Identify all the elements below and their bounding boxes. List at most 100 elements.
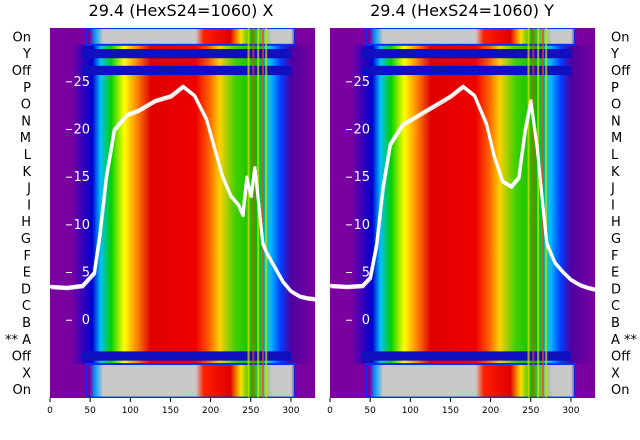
y-tick-label: 25: [353, 75, 370, 90]
heatmap-row: [330, 380, 595, 398]
row-label-right: C: [611, 299, 620, 314]
sat-block-top: [365, 28, 576, 46]
streak: [262, 28, 264, 398]
x-tick-label: 100: [402, 406, 419, 416]
row-label-right: I: [611, 198, 615, 213]
row-label-left: D: [21, 282, 31, 297]
y-tick-label: 10: [353, 218, 370, 233]
heatmap-row: [50, 196, 315, 214]
row-label-left: C: [22, 299, 31, 314]
row-label-left: L: [24, 148, 32, 163]
x-axis-left: 0 50 100 150 200 250 300: [47, 398, 300, 416]
x-tick-label: 300: [282, 406, 299, 416]
y-tick-label: 0: [82, 313, 90, 328]
row-label-right: O: [611, 98, 621, 113]
streak: [527, 28, 530, 398]
row-label-right: L: [611, 148, 619, 163]
heatmap-row: [50, 380, 315, 398]
row-label-right: F: [611, 249, 618, 264]
heatmap-row: [50, 95, 315, 113]
heatmap-panel-y: 0 5 10 15 20 25: [330, 28, 595, 398]
row-label-right: P: [611, 81, 619, 96]
y-tick-label: 20: [73, 122, 90, 137]
row-label-left: I: [27, 198, 31, 213]
row-label-right: Y: [610, 47, 619, 62]
x-tick-label: 150: [442, 406, 459, 416]
heatmap-row: [50, 330, 315, 348]
sat-block-bottom: [85, 363, 296, 398]
y-tick-label: 25: [73, 75, 90, 90]
row-label-right: Off: [611, 350, 631, 365]
panel-title-x: 29.4 (HexS24=1060) X: [89, 1, 274, 20]
row-label-right: H: [611, 215, 621, 230]
row-label-left: F: [24, 249, 31, 264]
y-tick-label: 5: [82, 266, 90, 281]
row-label-left: X: [22, 366, 31, 381]
overlay-line-trace: [51, 87, 315, 302]
x-tick-label: 50: [364, 406, 376, 416]
row-label-right: M: [611, 131, 622, 146]
streak: [532, 28, 535, 398]
row-label-left: ** A: [5, 333, 31, 348]
row-label-right: Off: [611, 64, 631, 79]
x-tick-label: 250: [522, 406, 539, 416]
y-tick-label: 0: [362, 313, 370, 328]
row-label-left: Off: [12, 350, 32, 365]
heatmap-row: [330, 95, 595, 113]
heatmap-row: [50, 280, 315, 298]
x-tick-label: 200: [202, 406, 219, 416]
row-label-right: B: [611, 316, 620, 331]
row-label-left: On: [13, 30, 31, 45]
x-tick-label: 200: [482, 406, 499, 416]
x-tick-label: 0: [47, 406, 53, 416]
heatmap-row: [330, 330, 595, 348]
y-tick-label: 10: [73, 218, 90, 233]
streak: [265, 28, 268, 398]
row-label-right: D: [611, 282, 621, 297]
row-label-left: G: [21, 232, 31, 247]
row-label-right: On: [611, 30, 629, 45]
heatmap-row: [50, 246, 315, 264]
heatmap-row: [50, 364, 315, 382]
heatmap-panel-x: 0 5 10 15 20 25: [50, 28, 315, 398]
heatmap-row: [330, 296, 595, 315]
row-label-right: N: [611, 114, 621, 129]
row-label-right: On: [611, 383, 629, 398]
heatmap-row: [330, 196, 595, 214]
row-label-left: E: [23, 266, 31, 281]
row-label-left: Y: [22, 47, 31, 62]
x-axis-right: 0 50 100 150 200 250 300: [327, 398, 580, 416]
y-tick-label: 15: [73, 170, 90, 185]
y-tick-label: 5: [362, 266, 370, 281]
row-label-right: K: [611, 165, 620, 180]
sat-block-top: [85, 28, 296, 46]
row-label-right: G: [611, 232, 621, 247]
panel-title-y: 29.4 (HexS24=1060) Y: [370, 1, 554, 20]
row-label-left: P: [23, 81, 31, 96]
row-label-left: M: [20, 131, 31, 146]
row-label-right: J: [610, 182, 615, 197]
sat-block-bottom: [365, 363, 576, 398]
x-tick-label: 250: [242, 406, 259, 416]
streak: [252, 28, 255, 398]
heatmap-row: [50, 296, 315, 315]
off-band: [362, 351, 571, 361]
row-label-left: Off: [12, 64, 32, 79]
off-band: [362, 65, 571, 76]
heatmap-row: [330, 145, 595, 163]
y-tick-label: 20: [353, 122, 370, 137]
off-band: [362, 49, 571, 59]
streak: [247, 28, 250, 398]
heatmap-row: [50, 145, 315, 163]
streak: [537, 28, 540, 398]
off-band: [82, 351, 291, 361]
row-label-left: O: [21, 98, 31, 113]
row-label-left: J: [26, 182, 31, 197]
heatmap-row: [330, 364, 595, 382]
row-label-left: B: [22, 316, 31, 331]
row-label-left: On: [13, 383, 31, 398]
x-tick-label: 50: [84, 406, 96, 416]
